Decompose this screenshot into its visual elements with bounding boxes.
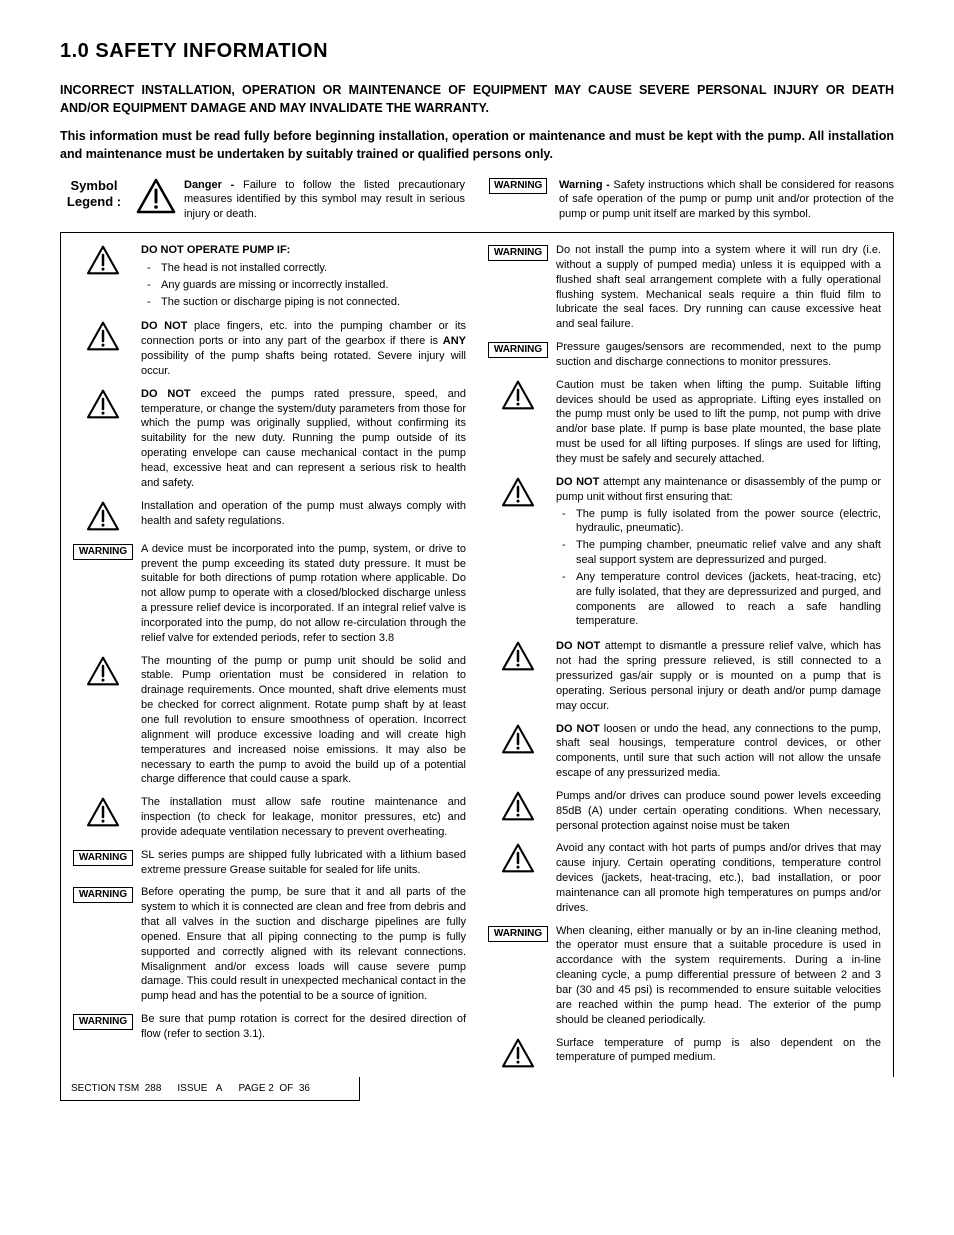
safety-item-text: Be sure that pump rotation is correct fo…	[141, 1012, 466, 1042]
caution-triangle-icon	[501, 1038, 535, 1071]
left-column: DO NOT OPERATE PUMP IF:The head is not i…	[73, 243, 466, 1071]
intro-warning-2: This information must be read fully befo…	[60, 127, 894, 163]
warning-tag-icon: WARNING	[73, 887, 133, 903]
safety-item-text: Pumps and/or drives can produce sound po…	[556, 789, 881, 834]
safety-item-text: SL series pumps are shipped fully lubric…	[141, 848, 466, 878]
safety-item: The mounting of the pump or pump unit sh…	[73, 654, 466, 788]
safety-item-text: DO NOT exceed the pumps rated pressure, …	[141, 387, 466, 491]
safety-item: The installation must allow safe routine…	[73, 795, 466, 840]
safety-item: Pumps and/or drives can produce sound po…	[488, 789, 881, 834]
safety-item: DO NOT loosen or undo the head, any conn…	[488, 722, 881, 781]
symbol-legend: Symbol Legend : Danger - Failure to foll…	[60, 178, 894, 223]
warning-legend-icon: WARNING	[489, 178, 547, 194]
safety-item-text: DO NOT attempt any maintenance or disass…	[556, 475, 881, 631]
safety-item: WARNING Before operating the pump, be sur…	[73, 885, 466, 1004]
danger-icon	[136, 178, 176, 217]
danger-legend-text: Danger - Failure to follow the listed pr…	[184, 178, 465, 223]
warning-tag-icon: WARNING	[73, 544, 133, 560]
caution-triangle-icon	[501, 380, 535, 413]
caution-triangle-icon	[501, 724, 535, 757]
safety-item-text: Avoid any contact with hot parts of pump…	[556, 841, 881, 915]
safety-item-text: Pressure gauges/sensors are recommended,…	[556, 340, 881, 370]
safety-items-container: DO NOT OPERATE PUMP IF:The head is not i…	[60, 232, 894, 1077]
safety-item: DO NOT attempt any maintenance or disass…	[488, 475, 881, 631]
caution-triangle-icon	[86, 245, 120, 278]
warning-tag-icon: WARNING	[73, 850, 133, 866]
caution-triangle-icon	[501, 843, 535, 876]
safety-item: WARNING When cleaning, either manually or…	[488, 924, 881, 1028]
safety-item: DO NOT exceed the pumps rated pressure, …	[73, 387, 466, 491]
right-column: WARNING Do not install the pump into a sy…	[488, 243, 881, 1071]
safety-item-text: Do not install the pump into a system wh…	[556, 243, 881, 332]
safety-item: Installation and operation of the pump m…	[73, 499, 466, 534]
safety-item-text: DO NOT place fingers, etc. into the pump…	[141, 319, 466, 378]
page-footer: SECTION TSM 288 ISSUE A PAGE 2 OF 36	[60, 1077, 360, 1101]
safety-item-text: DO NOT loosen or undo the head, any conn…	[556, 722, 881, 781]
safety-item: Caution must be taken when lifting the p…	[488, 378, 881, 467]
safety-item: WARNING Do not install the pump into a sy…	[488, 243, 881, 332]
safety-item-text: DO NOT OPERATE PUMP IF:The head is not i…	[141, 243, 466, 311]
intro-warning-1: INCORRECT INSTALLATION, OPERATION OR MAI…	[60, 81, 894, 117]
caution-triangle-icon	[86, 321, 120, 354]
safety-item-text: Before operating the pump, be sure that …	[141, 885, 466, 1004]
safety-item-text: When cleaning, either manually or by an …	[556, 924, 881, 1028]
warning-tag-icon: WARNING	[488, 245, 548, 261]
safety-item: WARNING Pressure gauges/sensors are recom…	[488, 340, 881, 370]
warning-tag-icon: WARNING	[488, 926, 548, 942]
safety-item-text: The mounting of the pump or pump unit sh…	[141, 654, 466, 788]
safety-item-text: A device must be incorporated into the p…	[141, 542, 466, 646]
warning-legend-text: Warning - Safety instructions which shal…	[559, 178, 894, 223]
warning-tag-icon: WARNING	[73, 1014, 133, 1030]
safety-item: Surface temperature of pump is also depe…	[488, 1036, 881, 1071]
caution-triangle-icon	[501, 791, 535, 824]
safety-item: DO NOT OPERATE PUMP IF:The head is not i…	[73, 243, 466, 311]
safety-item-text: DO NOT attempt to dismantle a pressure r…	[556, 639, 881, 713]
safety-item-text: Surface temperature of pump is also depe…	[556, 1036, 881, 1066]
safety-item: DO NOT attempt to dismantle a pressure r…	[488, 639, 881, 713]
safety-item-text: Caution must be taken when lifting the p…	[556, 378, 881, 467]
warning-tag-icon: WARNING	[488, 342, 548, 358]
caution-triangle-icon	[501, 477, 535, 510]
caution-triangle-icon	[86, 389, 120, 422]
section-title: 1.0 SAFETY INFORMATION	[60, 40, 894, 63]
caution-triangle-icon	[86, 501, 120, 534]
safety-item: DO NOT place fingers, etc. into the pump…	[73, 319, 466, 378]
safety-item: WARNING A device must be incorporated int…	[73, 542, 466, 646]
legend-label: Symbol Legend :	[60, 178, 128, 212]
caution-triangle-icon	[86, 797, 120, 830]
safety-item-text: Installation and operation of the pump m…	[141, 499, 466, 529]
caution-triangle-icon	[501, 641, 535, 674]
safety-item: WARNING SL series pumps are shipped fully…	[73, 848, 466, 878]
safety-item: Avoid any contact with hot parts of pump…	[488, 841, 881, 915]
safety-item-text: The installation must allow safe routine…	[141, 795, 466, 840]
safety-item: WARNING Be sure that pump rotation is cor…	[73, 1012, 466, 1042]
caution-triangle-icon	[86, 656, 120, 689]
